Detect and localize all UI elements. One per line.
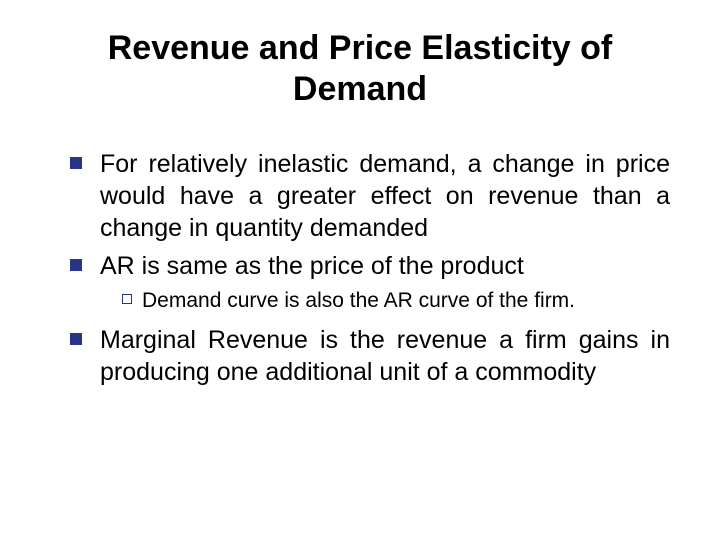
bullet-text: Marginal Revenue is the revenue a firm g… (100, 324, 670, 388)
bullet-text: For relatively inelastic demand, a chang… (100, 148, 670, 244)
sub-bullet-text: Demand curve is also the AR curve of the… (142, 288, 670, 315)
bullet-item-2: AR is same as the price of the product (70, 250, 670, 282)
sub-bullet-item-1: Demand curve is also the AR curve of the… (70, 288, 670, 315)
bullet-item-3: Marginal Revenue is the revenue a firm g… (70, 324, 670, 388)
slide-title: Revenue and Price Elasticity of Demand (50, 28, 670, 110)
bullet-item-1: For relatively inelastic demand, a chang… (70, 148, 670, 244)
hollow-square-bullet-icon (122, 294, 132, 304)
bullet-text: AR is same as the price of the product (100, 250, 670, 282)
square-bullet-icon (70, 333, 82, 345)
bullet-list: For relatively inelastic demand, a chang… (50, 148, 670, 389)
slide-container: Revenue and Price Elasticity of Demand F… (0, 0, 720, 540)
square-bullet-icon (70, 157, 82, 169)
square-bullet-icon (70, 259, 82, 271)
